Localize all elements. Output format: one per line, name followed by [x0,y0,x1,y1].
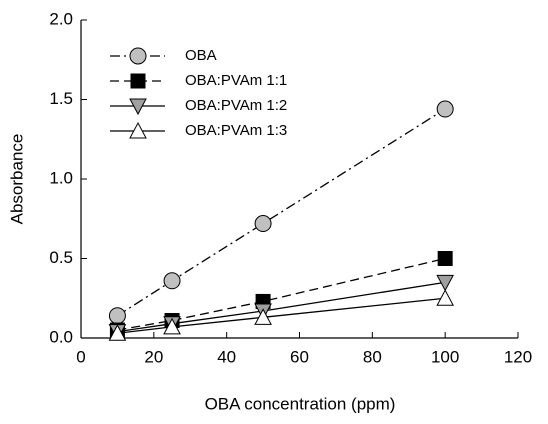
series-line [117,281,446,333]
marker [437,251,453,266]
marker [254,215,272,233]
series-line [117,297,446,334]
legend-label: OBA [185,47,217,64]
y-tick-label: 2.0 [49,9,73,28]
marker [129,121,147,139]
marker [436,100,454,118]
x-tick-label: 80 [363,347,382,366]
marker [436,274,454,292]
legend-label: OBA:PVAm 1:3 [185,122,287,139]
marker [130,73,146,89]
legend: OBA OBA:PVAm 1:1 OBA:PVAm 1:2 OBA:PVAm 1:3 [110,47,287,139]
marker [254,308,272,325]
y-axis-label: Absorbance [7,134,26,225]
legend-label: OBA:PVAm 1:1 [185,72,287,89]
y-tick-label: 0.5 [49,248,73,267]
y-tick-label: 0.0 [49,327,73,346]
marker [129,47,147,65]
x-tick-label: 100 [431,347,459,366]
marker [129,98,147,116]
x-tick-label: 20 [144,347,163,366]
x-axis-label: OBA concentration (ppm) [205,394,396,413]
marker [163,317,181,335]
marker [108,307,126,325]
series-line [117,257,446,331]
legend-label: OBA:PVAm 1:2 [185,97,287,114]
marker [436,289,454,306]
x-tick-label: 120 [504,347,532,366]
marker [108,324,127,341]
y-tick-label: 1.5 [49,89,73,108]
x-tick-label: 0 [76,347,85,366]
y-tick-label: 1.0 [49,168,73,187]
marker [163,272,181,290]
x-tick-label: 40 [217,347,236,366]
x-tick-label: 60 [290,347,309,366]
